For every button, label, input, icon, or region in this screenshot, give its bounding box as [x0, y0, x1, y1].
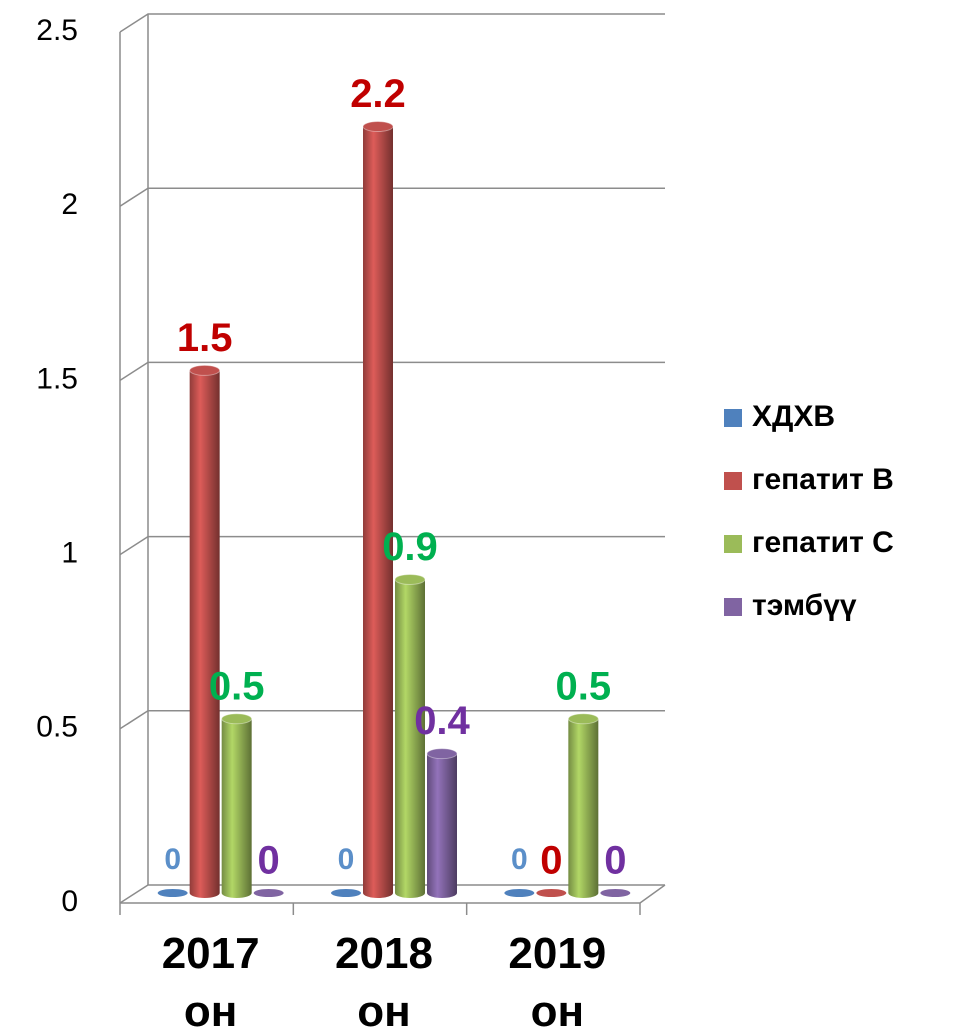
data-label: 2.2	[350, 72, 406, 116]
data-label: 0	[258, 839, 280, 883]
bar-top	[600, 889, 631, 897]
y-tick-label: 0.5	[36, 711, 78, 744]
data-label: 0	[164, 843, 181, 876]
bar	[331, 889, 361, 897]
bar	[253, 889, 284, 897]
data-label: 0.5	[209, 664, 265, 708]
bar-top	[536, 889, 567, 897]
x-tick-label: 2018 он	[335, 929, 433, 1035]
bar	[157, 889, 188, 897]
bar	[362, 121, 394, 898]
x-tick-label: 2019 он	[508, 929, 607, 1035]
legend-label: ХДХВ	[752, 400, 835, 433]
bar	[567, 713, 599, 898]
legend-label: тэмбүү	[752, 589, 857, 622]
y-tick-label: 2	[61, 188, 78, 221]
grid-line	[119, 13, 665, 33]
bar-body	[221, 718, 252, 898]
legend-swatch	[724, 598, 742, 616]
data-label: 0.9	[382, 525, 438, 569]
bar	[189, 364, 221, 898]
bar-top	[221, 713, 253, 725]
bar-top	[331, 889, 361, 897]
bar	[394, 573, 426, 898]
bar-top	[504, 889, 535, 897]
legend-swatch	[724, 472, 742, 490]
bar-top	[362, 121, 394, 133]
data-label: 0	[540, 839, 562, 883]
bar-top	[394, 573, 426, 585]
bar-body	[568, 718, 599, 898]
bar-body	[427, 753, 457, 898]
bar-body	[395, 579, 425, 898]
bar	[536, 889, 567, 897]
y-tick-label: 0	[61, 885, 78, 918]
bar-top	[567, 713, 599, 725]
legend-swatch	[724, 535, 742, 553]
y-tick-label: 1.5	[36, 362, 78, 395]
data-label: 0	[338, 843, 355, 876]
bar	[221, 713, 253, 898]
data-label: 1.5	[177, 316, 233, 360]
bar	[426, 748, 458, 898]
bar-top	[157, 889, 188, 897]
bar	[504, 889, 535, 897]
bar-body	[189, 370, 220, 898]
y-tick-label: 2.5	[36, 14, 78, 47]
data-label: 0.4	[414, 699, 470, 743]
bar-top	[253, 889, 284, 897]
x-tick-label: 2017 он	[161, 929, 260, 1035]
y-tick-label: 1	[61, 537, 78, 570]
bar-top	[426, 748, 458, 760]
bar	[600, 889, 631, 897]
bar-top	[189, 364, 221, 376]
data-label: 0	[511, 843, 528, 876]
data-label: 0	[604, 839, 626, 883]
legend-swatch	[724, 409, 742, 427]
legend-label: гепатит B	[752, 463, 894, 496]
legend-label: гепатит C	[752, 526, 894, 559]
data-label: 0.5	[556, 664, 612, 708]
bar-body	[363, 126, 393, 898]
